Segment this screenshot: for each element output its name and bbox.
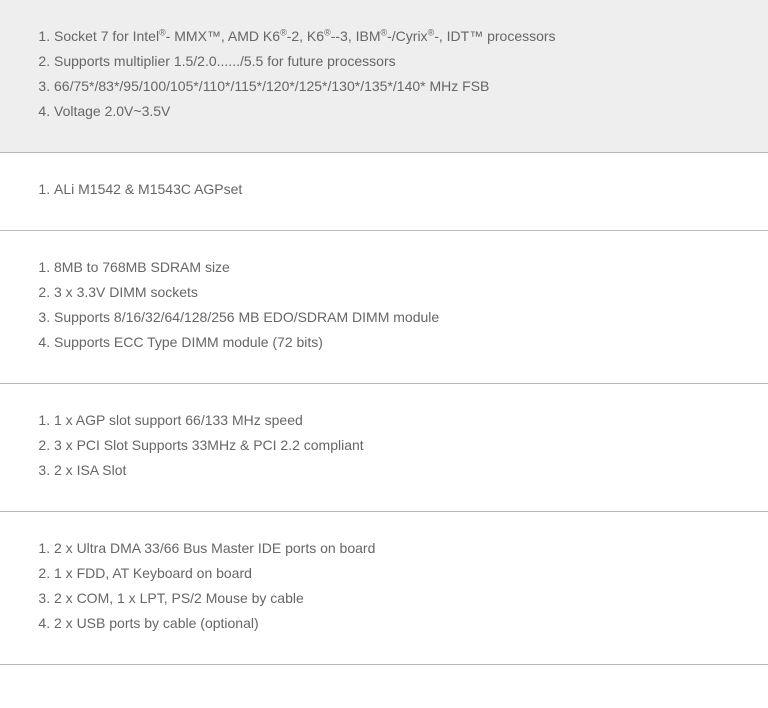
spec-item: 3 x 3.3V DIMM sockets (54, 280, 732, 305)
spec-item: 3 x PCI Slot Supports 33MHz & PCI 2.2 co… (54, 433, 732, 458)
spec-section: ALi M1542 & M1543C AGPset (0, 153, 768, 231)
spec-list: ALi M1542 & M1543C AGPset (36, 177, 732, 202)
spec-section: 1 x AGP slot support 66/133 MHz speed3 x… (0, 384, 768, 512)
spec-item: Socket 7 for Intel®- MMX™, AMD K6®-2, K6… (54, 24, 732, 49)
spec-item: 1 x AGP slot support 66/133 MHz speed (54, 408, 732, 433)
spec-list: 8MB to 768MB SDRAM size3 x 3.3V DIMM soc… (36, 255, 732, 355)
spec-item: 8MB to 768MB SDRAM size (54, 255, 732, 280)
spec-item: Supports multiplier 1.5/2.0....../5.5 fo… (54, 49, 732, 74)
spec-item: Supports 8/16/32/64/128/256 MB EDO/SDRAM… (54, 305, 732, 330)
spec-item: Supports ECC Type DIMM module (72 bits) (54, 330, 732, 355)
spec-list: 1 x AGP slot support 66/133 MHz speed3 x… (36, 408, 732, 483)
spec-item: 1 x FDD, AT Keyboard on board (54, 561, 732, 586)
spec-item: ALi M1542 & M1543C AGPset (54, 177, 732, 202)
spec-item: 2 x ISA Slot (54, 458, 732, 483)
spec-section: Socket 7 for Intel®- MMX™, AMD K6®-2, K6… (0, 0, 768, 153)
spec-section: 8MB to 768MB SDRAM size3 x 3.3V DIMM soc… (0, 231, 768, 384)
spec-list: 2 x Ultra DMA 33/66 Bus Master IDE ports… (36, 536, 732, 636)
spec-list: Socket 7 for Intel®- MMX™, AMD K6®-2, K6… (36, 24, 732, 124)
spec-item: 66/75*/83*/95/100/105*/110*/115*/120*/12… (54, 74, 732, 99)
spec-section: 2 x Ultra DMA 33/66 Bus Master IDE ports… (0, 512, 768, 665)
spec-item: 2 x Ultra DMA 33/66 Bus Master IDE ports… (54, 536, 732, 561)
spec-item: Voltage 2.0V~3.5V (54, 99, 732, 124)
spec-item: 2 x USB ports by cable (optional) (54, 611, 732, 636)
spec-sheet: Socket 7 for Intel®- MMX™, AMD K6®-2, K6… (0, 0, 768, 665)
spec-item: 2 x COM, 1 x LPT, PS/2 Mouse by cable (54, 586, 732, 611)
